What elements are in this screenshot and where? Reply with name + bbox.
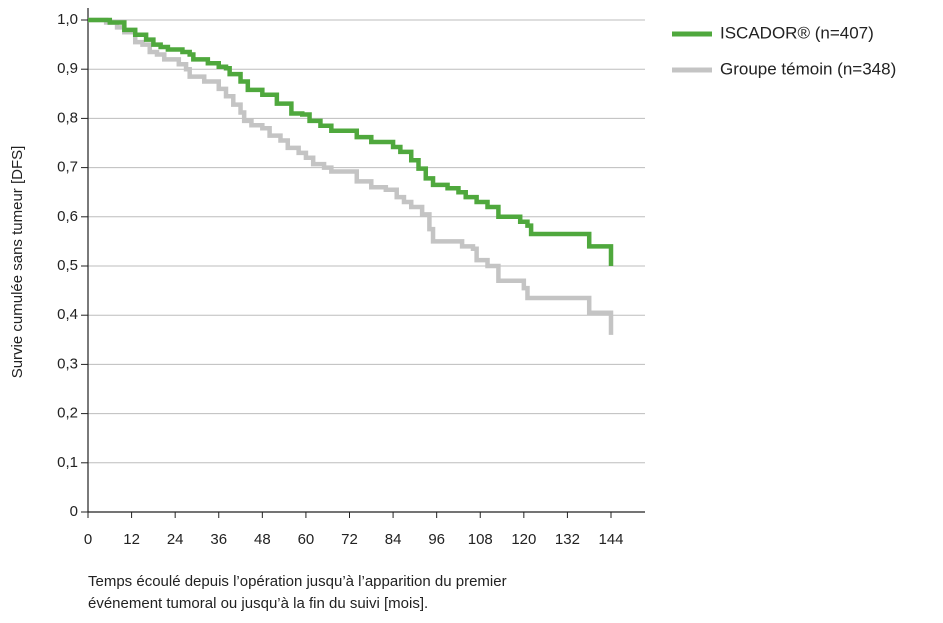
y-tick-label: 0,2	[57, 405, 78, 422]
x-tick-label: 48	[254, 531, 271, 548]
x-axis-title: Temps écoulé depuis l’opération jusqu’à …	[88, 573, 507, 590]
survival-curve	[88, 17, 614, 266]
x-tick-label: 96	[428, 531, 445, 548]
y-tick-label: 0,8	[57, 109, 78, 126]
x-tick-label: 144	[598, 531, 623, 548]
x-tick-label: 24	[167, 531, 184, 548]
legend-label: Groupe témoin (n=348)	[720, 59, 896, 78]
x-tick-label: 12	[123, 531, 140, 548]
y-tick-label: 0,7	[57, 159, 78, 176]
y-tick-label: 0	[70, 503, 78, 520]
x-tick-label: 0	[84, 531, 92, 548]
x-tick-label: 72	[341, 531, 358, 548]
y-tick-label: 0,3	[57, 355, 78, 372]
x-tick-label: 36	[210, 531, 227, 548]
y-tick-label: 0,5	[57, 257, 78, 274]
y-tick-label: 0,4	[57, 306, 78, 323]
x-tick-label: 108	[468, 531, 493, 548]
y-tick-label: 0,6	[57, 208, 78, 225]
x-tick-label: 120	[511, 531, 536, 548]
x-tick-label: 132	[555, 531, 580, 548]
y-tick-label: 0,1	[57, 454, 78, 471]
survival-curve	[88, 17, 614, 335]
y-axis-title: Survie cumulée sans tumeur [DFS]	[9, 146, 26, 379]
x-tick-label: 84	[385, 531, 402, 548]
y-tick-label: 1,0	[57, 11, 78, 28]
x-axis-title: événement tumoral ou jusqu’à la fin du s…	[88, 595, 428, 612]
y-tick-label: 0,9	[57, 60, 78, 77]
x-tick-label: 60	[298, 531, 315, 548]
legend-label: ISCADOR® (n=407)	[720, 23, 874, 42]
